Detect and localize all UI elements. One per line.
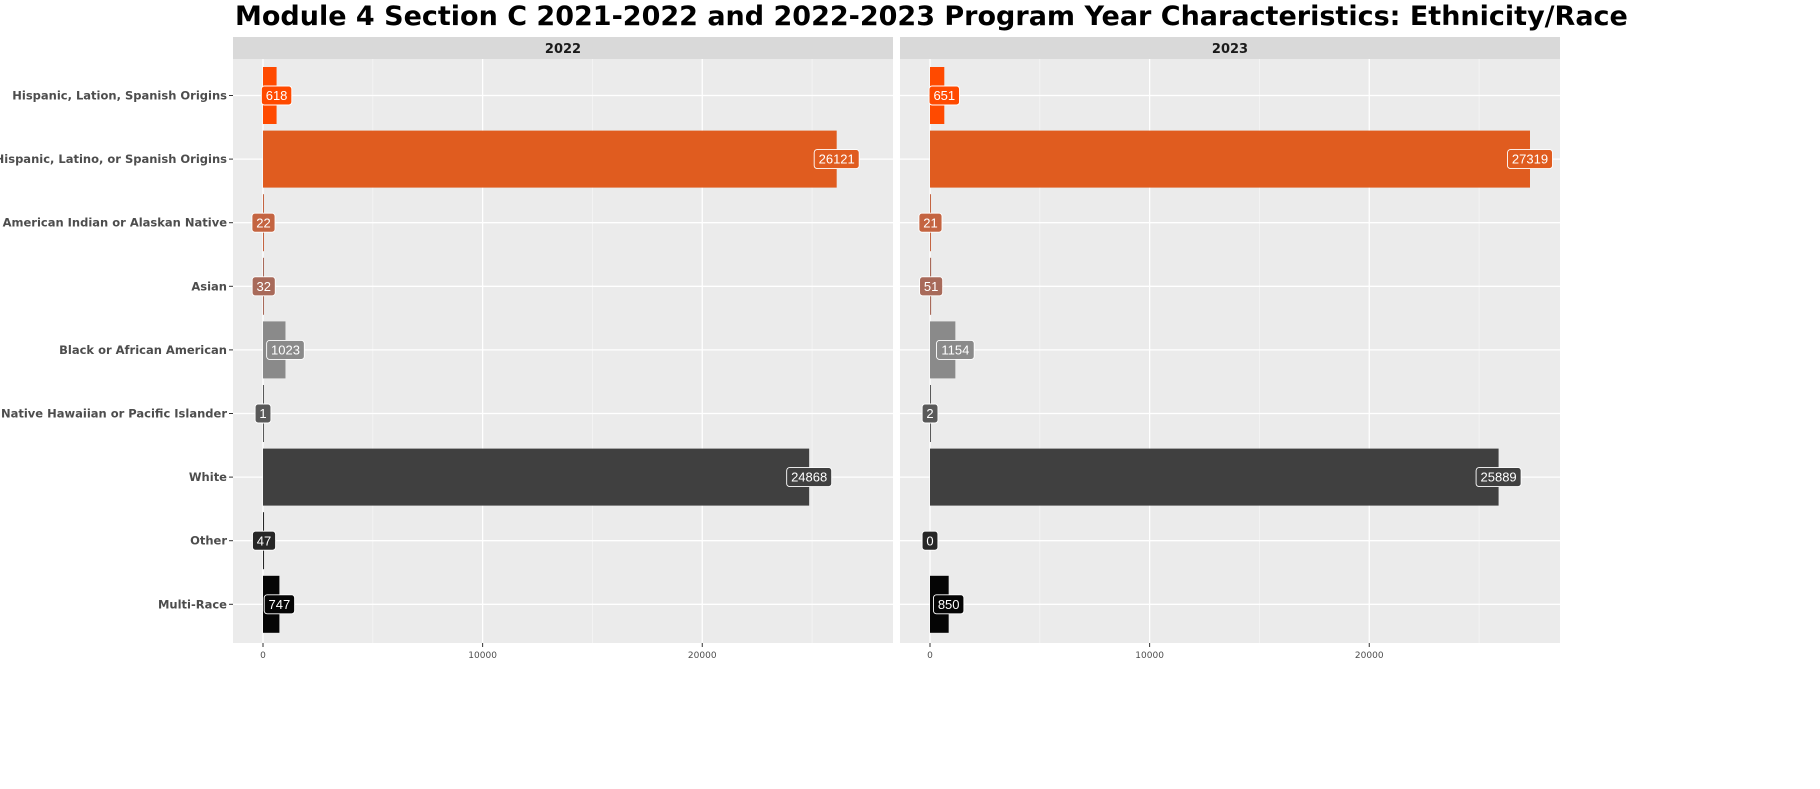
data-label: 32 [256,279,270,294]
facet-strip [233,37,893,59]
data-label: 47 [257,533,271,548]
data-label: 618 [266,88,288,103]
facet-strip-label: 2022 [545,42,581,57]
category-label: Other [190,534,227,548]
data-label-box [928,85,960,106]
category-label: Asian [191,279,227,293]
bar [930,130,1530,188]
data-label: 51 [924,279,938,294]
x-tick-label: 20000 [1355,651,1384,661]
data-label-box [933,594,965,615]
x-tick-label: 0 [260,651,266,661]
data-label: 1 [259,406,266,421]
data-label: 24868 [791,470,827,485]
data-label: 21 [923,215,937,230]
bar [263,448,810,506]
bar [930,448,1499,506]
data-label: 26121 [819,152,855,167]
category-label: Native Hawaiian or Pacific Islander [1,407,227,421]
data-label-box [921,530,939,551]
category-label: American Indian or Alaskan Native [3,216,228,230]
data-label-box [254,403,272,424]
category-label: Multi-Race [158,597,227,611]
facet-strip [900,37,1560,59]
facet-strip-label: 2023 [1212,42,1248,57]
data-label-box [266,339,305,360]
data-label-box [921,403,939,424]
chart-title: Module 4 Section C 2021-2022 and 2022-20… [235,1,1628,32]
data-label-box [936,339,975,360]
category-label: Black or African American [59,343,227,357]
data-label-box [1475,467,1522,488]
category-label: Hispanic, Lation, Spanish Origins [12,89,227,103]
data-label: 1023 [271,343,300,358]
x-tick-label: 20000 [688,651,717,661]
data-label-box [919,276,944,297]
data-label: 747 [269,597,291,612]
data-label: 1154 [941,343,969,358]
data-label: 22 [256,215,270,230]
data-label: 2 [926,406,933,421]
data-label-box [260,85,293,106]
data-label-box [263,594,296,615]
x-tick-label: 10000 [468,651,497,661]
data-label-box [251,212,276,233]
category-label: Not Hispanic, Latino, or Spanish Origins [0,152,227,166]
data-label: 27319 [1512,152,1548,167]
data-label: 25889 [1481,470,1517,485]
data-label-box [786,467,833,488]
data-label-box [813,149,860,170]
bar [263,130,837,188]
data-label-box [252,530,277,551]
data-label-box [918,212,943,233]
data-label: 0 [926,533,933,548]
x-tick-label: 0 [927,651,933,661]
data-label: 850 [938,597,960,612]
data-label-box [1507,149,1553,170]
data-label: 651 [933,88,955,103]
category-label: White [189,470,227,484]
x-tick-label: 10000 [1135,651,1164,661]
data-label-box [251,276,276,297]
